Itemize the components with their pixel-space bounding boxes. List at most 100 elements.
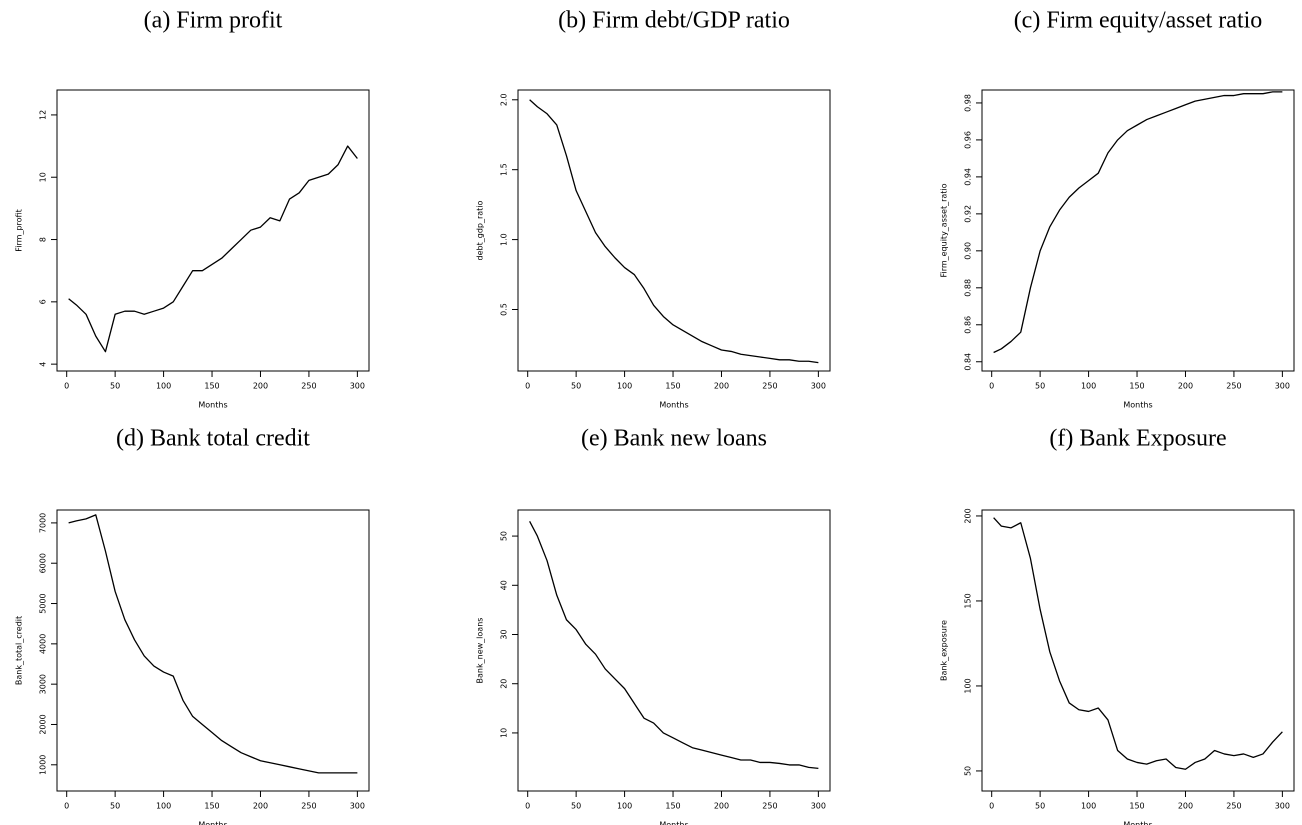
- chart-title: (d) Bank total credit: [116, 426, 310, 452]
- y-tick-label: 0.88: [964, 279, 973, 297]
- y-tick-label: 1.0: [500, 233, 509, 246]
- x-tick-label: 300: [1275, 382, 1290, 391]
- x-tick-label: 0: [64, 802, 69, 811]
- y-tick-label: 2.0: [500, 93, 509, 106]
- x-tick-label: 200: [714, 802, 729, 811]
- plot-box: [517, 89, 831, 372]
- x-tick-label: 250: [762, 382, 777, 391]
- x-tick-label: 0: [525, 802, 530, 811]
- y-axis-label: Firm_equity_asset_ratio: [940, 183, 949, 277]
- data-line: [529, 521, 819, 770]
- x-tick-label: 300: [811, 382, 826, 391]
- x-tick-label: 200: [1178, 802, 1193, 811]
- x-tick-label: 250: [1226, 382, 1241, 391]
- x-axis-label: Months: [1123, 821, 1152, 825]
- x-tick-label: 50: [1035, 382, 1045, 391]
- chart-title: (f) Bank Exposure: [1049, 426, 1226, 452]
- x-tick-label: 200: [253, 382, 268, 391]
- x-tick-label: 150: [1129, 382, 1144, 391]
- y-axis-label: debt_gdp_ratio: [476, 200, 485, 260]
- x-tick-label: 100: [1081, 382, 1096, 391]
- y-tick-label: 1000: [39, 755, 48, 775]
- y-tick-label: 200: [964, 508, 973, 523]
- y-tick-label: 4: [39, 362, 48, 367]
- x-tick-label: 250: [301, 382, 316, 391]
- x-tick-label: 0: [989, 802, 994, 811]
- y-tick-label: 30: [500, 629, 509, 639]
- y-tick-label: 0.84: [964, 353, 973, 371]
- y-tick-label: 4000: [39, 634, 48, 654]
- y-tick-label: 40: [500, 580, 509, 590]
- y-tick-label: 1.5: [500, 163, 509, 176]
- y-tick-label: 0.92: [964, 205, 973, 223]
- y-tick-label: 50: [964, 766, 973, 776]
- y-tick-label: 0.90: [964, 242, 973, 260]
- plot-box: [981, 509, 1295, 792]
- x-tick-label: 150: [204, 802, 219, 811]
- x-tick-label: 250: [301, 802, 316, 811]
- x-tick-label: 300: [811, 802, 826, 811]
- y-tick-label: 6000: [39, 553, 48, 573]
- plot-box: [56, 509, 370, 792]
- x-tick-label: 50: [571, 802, 581, 811]
- x-tick-label: 100: [617, 382, 632, 391]
- chart-title: (a) Firm profit: [144, 8, 283, 34]
- y-tick-label: 10: [500, 728, 509, 738]
- x-axis-label: Months: [198, 821, 227, 825]
- data-line: [529, 99, 819, 364]
- y-tick-label: 0.5: [500, 303, 509, 316]
- data-line: [68, 145, 358, 353]
- x-tick-label: 100: [156, 802, 171, 811]
- x-tick-label: 150: [1129, 802, 1144, 811]
- y-tick-label: 150: [964, 593, 973, 608]
- chart-title: (c) Firm equity/asset ratio: [1014, 8, 1263, 34]
- x-tick-label: 50: [571, 382, 581, 391]
- y-tick-label: 0.96: [964, 131, 973, 149]
- y-axis-label: Bank_total_credit: [15, 616, 24, 685]
- x-tick-label: 250: [762, 802, 777, 811]
- y-tick-label: 20: [500, 679, 509, 689]
- x-tick-label: 150: [665, 802, 680, 811]
- y-axis-label: Bank_exposure: [940, 620, 949, 681]
- plot-box: [517, 509, 831, 792]
- y-tick-label: 10: [39, 172, 48, 182]
- x-tick-label: 50: [1035, 802, 1045, 811]
- x-tick-label: 150: [665, 382, 680, 391]
- x-tick-label: 200: [1178, 382, 1193, 391]
- x-tick-label: 300: [350, 802, 365, 811]
- y-tick-label: 12: [39, 110, 48, 120]
- x-axis-label: Months: [198, 401, 227, 410]
- data-line: [993, 517, 1283, 770]
- y-tick-label: 7000: [39, 513, 48, 533]
- y-tick-label: 0.98: [964, 94, 973, 112]
- x-tick-label: 50: [110, 382, 120, 391]
- x-tick-label: 0: [989, 382, 994, 391]
- x-tick-label: 0: [525, 382, 530, 391]
- data-line: [993, 91, 1283, 354]
- y-tick-label: 2000: [39, 714, 48, 734]
- plot-box: [56, 89, 370, 372]
- chart-title: (b) Firm debt/GDP ratio: [558, 8, 790, 34]
- x-axis-label: Months: [659, 821, 688, 825]
- y-tick-label: 5000: [39, 593, 48, 613]
- x-tick-label: 100: [1081, 802, 1096, 811]
- y-axis-label: Bank_new_loans: [476, 618, 485, 684]
- x-tick-label: 300: [1275, 802, 1290, 811]
- y-tick-label: 0.94: [964, 168, 973, 186]
- x-tick-label: 50: [110, 802, 120, 811]
- x-tick-label: 200: [714, 382, 729, 391]
- data-line: [68, 514, 358, 774]
- y-tick-label: 100: [964, 678, 973, 693]
- y-tick-label: 0.86: [964, 316, 973, 334]
- y-tick-label: 50: [500, 531, 509, 541]
- x-axis-label: Months: [659, 401, 688, 410]
- chart-title: (e) Bank new loans: [581, 426, 767, 452]
- x-tick-label: 150: [204, 382, 219, 391]
- x-tick-label: 0: [64, 382, 69, 391]
- x-tick-label: 250: [1226, 802, 1241, 811]
- y-tick-label: 6: [39, 299, 48, 304]
- y-tick-label: 3000: [39, 674, 48, 694]
- x-tick-label: 300: [350, 382, 365, 391]
- y-axis-label: Firm_profit: [15, 209, 24, 251]
